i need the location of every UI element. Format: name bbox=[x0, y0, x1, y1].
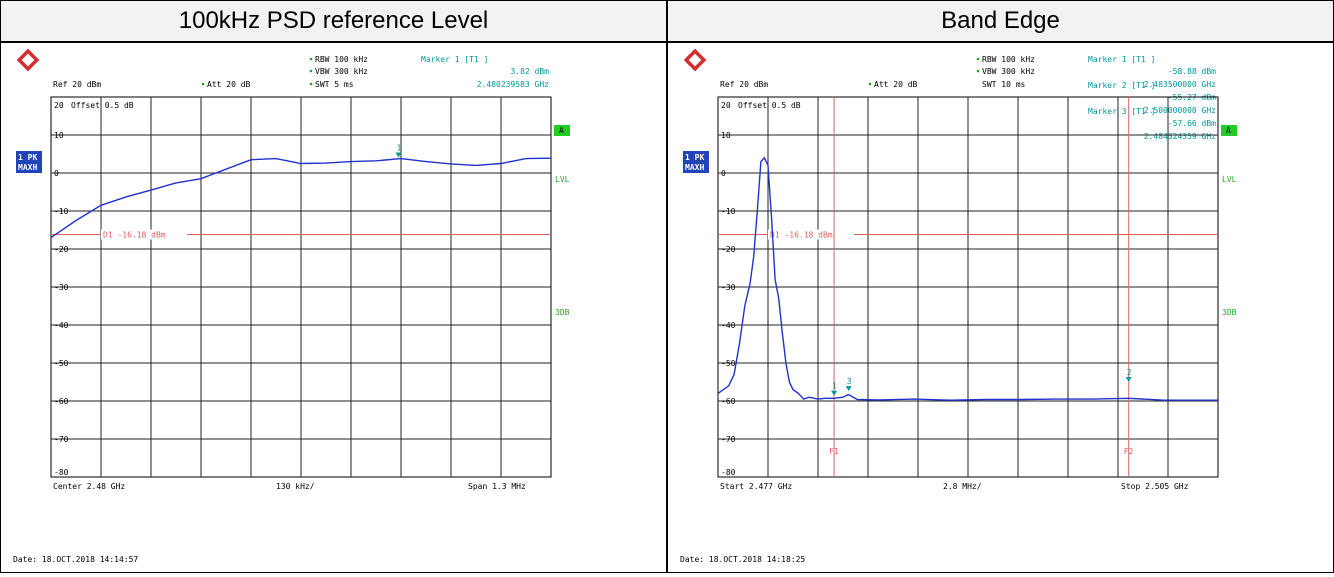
panel-header-right: Band Edge bbox=[667, 0, 1334, 42]
softkey-a-label: A bbox=[1226, 126, 1231, 135]
marker-info-label: Marker 2 [T1 ] bbox=[1088, 81, 1155, 90]
marker-number: 1 bbox=[397, 143, 402, 152]
marker-info-freq: 2.480239583 GHz bbox=[477, 80, 549, 89]
softkey-a bbox=[554, 125, 570, 136]
trace-label: 1 PK bbox=[18, 153, 37, 162]
trace-line bbox=[50, 157, 552, 239]
marker-info-label: Marker 1 [T1 ] bbox=[1088, 55, 1155, 64]
marker-info-freq: 2.484324359 GHz bbox=[1144, 132, 1216, 141]
y-tick-label: -10 bbox=[54, 207, 69, 216]
rbw-label: RBW 100 kHz bbox=[315, 55, 368, 64]
display-line-label: D1 -16.18 dBm bbox=[770, 230, 833, 239]
marker-number: 2 bbox=[1127, 368, 1132, 377]
y-tick-label: -40 bbox=[721, 321, 736, 330]
footer-stop: Stop 2.505 GHz bbox=[1121, 482, 1189, 491]
y-tick-label: -20 bbox=[54, 245, 69, 254]
marker-info-value: -57.66 dBm bbox=[1168, 119, 1216, 128]
lvl-label: LVL bbox=[555, 175, 570, 184]
y-tick-label: -30 bbox=[54, 283, 69, 292]
softkey-a bbox=[1221, 125, 1237, 136]
footer-div: 130 kHz/ bbox=[276, 482, 315, 491]
marker-number: 3 bbox=[847, 377, 852, 386]
footer-center: Center 2.48 GHz bbox=[53, 482, 125, 491]
display-line-label: D1 -16.18 dBm bbox=[103, 230, 166, 239]
marker-info-label: Marker 3 [T1 ] bbox=[1088, 107, 1155, 116]
trace-line bbox=[717, 156, 1218, 401]
marker-3 bbox=[845, 386, 852, 392]
softkey-a-label: A bbox=[559, 126, 564, 135]
y-tick-label: 20 bbox=[54, 101, 64, 110]
marker-1 bbox=[395, 152, 402, 158]
y-tick-label: -80 bbox=[54, 468, 69, 477]
rs-logo-icon bbox=[16, 48, 40, 72]
y-tick-label: -10 bbox=[721, 207, 736, 216]
y-tick-label: -50 bbox=[54, 359, 69, 368]
y-tick-label: -20 bbox=[721, 245, 736, 254]
y-tick-label: 10 bbox=[54, 131, 64, 140]
y-tick-label: 0 bbox=[54, 169, 59, 178]
y-tick-label: 10 bbox=[721, 131, 731, 140]
y-tick-label: -70 bbox=[54, 435, 69, 444]
3db-label: 3DB bbox=[555, 308, 570, 317]
swt-label: SWT 10 ms bbox=[982, 80, 1026, 89]
marker-1 bbox=[831, 390, 838, 396]
y-tick-label: -50 bbox=[721, 359, 736, 368]
vbw-label: VBW 300 kHz bbox=[315, 67, 368, 76]
trace-mode: MAXH bbox=[685, 163, 704, 172]
marker-number: 1 bbox=[832, 382, 837, 391]
trace-label: 1 PK bbox=[685, 153, 704, 162]
y-tick-label: -60 bbox=[54, 397, 69, 406]
marker-info-value: -58.88 dBm bbox=[1168, 67, 1216, 76]
frequency-line-label: F1 bbox=[829, 447, 839, 456]
frequency-line-label: F2 bbox=[1124, 447, 1134, 456]
marker-info-freq: 2.500000000 GHz bbox=[1144, 106, 1216, 115]
trace-label-box bbox=[16, 151, 42, 173]
y-tick-label: 20 bbox=[721, 101, 731, 110]
y-tick-label: 0 bbox=[721, 169, 726, 178]
trace-label-box bbox=[683, 151, 709, 173]
y-tick-label: -40 bbox=[54, 321, 69, 330]
ref-label: Ref 20 dBm bbox=[720, 80, 768, 89]
lvl-label: LVL bbox=[1222, 175, 1237, 184]
analyzer-panel-left: RBW 100 kHz VBW 300 kHz SWT 5 ms Ref 20 … bbox=[0, 42, 667, 573]
trace-mode: MAXH bbox=[18, 163, 37, 172]
swt-label: SWT 5 ms bbox=[315, 80, 354, 89]
marker-info-freq: 2.483500000 GHz bbox=[1144, 80, 1216, 89]
offset-label: Offset 0.5 dB bbox=[71, 101, 134, 110]
footer-span: Span 1.3 MHz bbox=[468, 482, 526, 491]
rbw-label: RBW 100 kHz bbox=[982, 55, 1035, 64]
offset-label: Offset 0.5 dB bbox=[738, 101, 801, 110]
panel-header-left: 100kHz PSD reference Level bbox=[0, 0, 667, 42]
footer-start: Start 2.477 GHz bbox=[720, 482, 792, 491]
rs-logo-icon bbox=[683, 48, 707, 72]
analyzer-panel-right: RBW 100 kHz VBW 300 kHz SWT 10 ms Ref 20… bbox=[667, 42, 1334, 573]
att-label: Att 20 dB bbox=[207, 80, 251, 89]
marker-info-label: Marker 1 [T1 ] bbox=[421, 55, 488, 64]
y-tick-label: -60 bbox=[721, 397, 736, 406]
vbw-label: VBW 300 kHz bbox=[982, 67, 1035, 76]
att-label: Att 20 dB bbox=[874, 80, 918, 89]
y-tick-label: -70 bbox=[721, 435, 736, 444]
analyzer-screen-left: RBW 100 kHz VBW 300 kHz SWT 5 ms Ref 20 … bbox=[13, 48, 570, 564]
date-stamp: Date: 18.OCT.2018 14:18:25 bbox=[680, 555, 805, 564]
ref-label: Ref 20 dBm bbox=[53, 80, 101, 89]
date-stamp: Date: 18.OCT.2018 14:14:57 bbox=[13, 555, 138, 564]
y-tick-label: -80 bbox=[721, 468, 736, 477]
3db-label: 3DB bbox=[1222, 308, 1237, 317]
footer-div: 2.8 MHz/ bbox=[943, 482, 982, 491]
y-tick-label: -30 bbox=[721, 283, 736, 292]
marker-info-value: 3.82 dBm bbox=[510, 67, 549, 76]
marker-2 bbox=[1125, 377, 1132, 383]
analyzer-screen-right: RBW 100 kHz VBW 300 kHz SWT 10 ms Ref 20… bbox=[680, 48, 1237, 564]
